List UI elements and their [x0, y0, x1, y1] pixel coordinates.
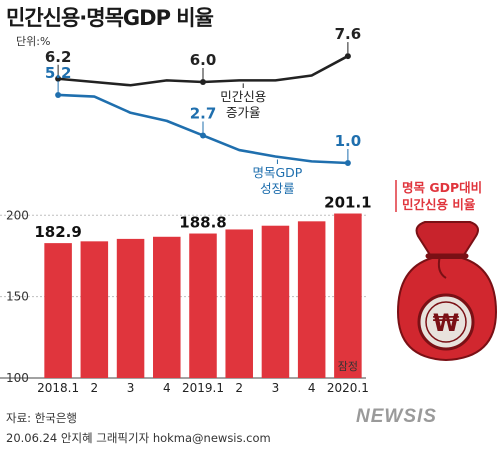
x-tick-label: 2020.1: [327, 381, 369, 395]
line-data-label: 2.7: [190, 104, 217, 122]
svg-text:₩: ₩: [433, 309, 460, 337]
provisional-annotation: 잠정: [338, 360, 358, 373]
x-tick-label: 4: [308, 381, 316, 395]
line-point: [344, 160, 351, 166]
bar-data-label: 201.1: [324, 194, 371, 212]
x-tick-label: 3: [272, 381, 280, 395]
y-tick-label: 150: [6, 290, 29, 304]
series-name-label: 민간신용: [220, 89, 266, 104]
series-name-label: 증가율: [226, 105, 261, 120]
bar: [153, 236, 181, 378]
series-name-label: 성장률: [260, 181, 295, 196]
x-tick-label: 4: [163, 381, 171, 395]
unit-label: 단위:%: [16, 35, 51, 48]
line-point: [200, 79, 206, 85]
line-point: [344, 53, 351, 60]
newsis-logo: NEWSIS: [356, 406, 437, 427]
money-bag-won-icon: ₩: [396, 221, 498, 362]
bar: [261, 225, 290, 378]
bar: [297, 221, 326, 378]
bar-data-label: 188.8: [179, 214, 226, 232]
line-data-label: 1.0: [335, 132, 362, 150]
bar: [80, 241, 109, 378]
line-point: [55, 91, 62, 98]
line-data-label: 5.2: [45, 64, 72, 82]
bar: [116, 238, 145, 378]
line-point: [200, 132, 206, 139]
bar-series-label: 민간신용 비율: [402, 197, 476, 212]
line-data-label: 7.6: [335, 25, 362, 43]
bar-series-label: 명목 GDP대비: [402, 180, 482, 195]
x-tick-label: 2: [235, 381, 243, 395]
credit-line: 20.06.24 안지혜 그래픽기자 hokma@newsis.com: [6, 431, 271, 445]
source-note: 자료: 한국은행: [6, 411, 78, 425]
bar: [189, 233, 217, 378]
chart-title: 민간신용·명목GDP 비율: [6, 6, 214, 30]
line-point: [55, 75, 62, 82]
series-name-label: 명목GDP: [253, 165, 303, 180]
bar-data-label: 182.9: [34, 223, 81, 241]
x-tick-label: 2: [91, 381, 99, 395]
y-tick-label: 200: [6, 208, 29, 222]
bar: [44, 243, 72, 378]
x-tick-label: 3: [127, 381, 135, 395]
x-tick-label: 2018.1: [37, 381, 79, 395]
bar: [225, 229, 253, 378]
line-data-label: 6.2: [45, 48, 72, 66]
line-data-label: 6.0: [190, 51, 217, 69]
bar: [334, 213, 362, 378]
x-tick-label: 2019.1: [182, 381, 224, 395]
